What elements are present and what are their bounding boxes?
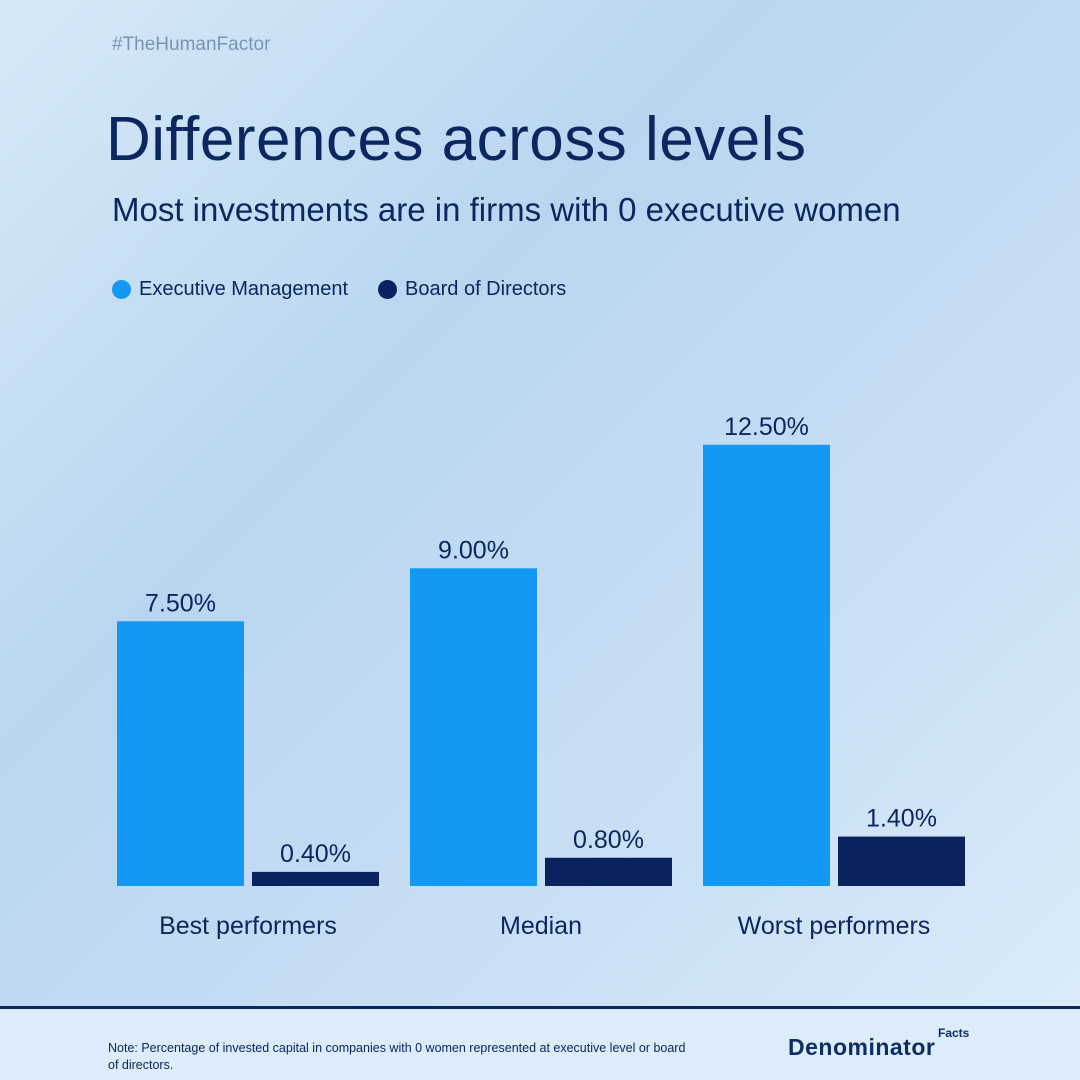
bar-executive-worst-performers xyxy=(703,444,830,886)
bar-executive-best-performers xyxy=(117,621,244,886)
category-label-best-performers: Best performers xyxy=(159,912,337,940)
bar-executive-median xyxy=(410,568,537,886)
footnote: Note: Percentage of invested capital in … xyxy=(108,1041,686,1072)
chart-legend: Executive Management Board of Directors xyxy=(112,278,596,301)
footer xyxy=(0,1009,1080,1080)
page-title: Differences across levels xyxy=(106,105,807,174)
category-label-worst-performers: Worst performers xyxy=(738,912,931,940)
bar-board-best-performers xyxy=(252,871,379,886)
page-subtitle: Most investments are in firms with 0 exe… xyxy=(112,191,901,228)
bar-board-worst-performers xyxy=(838,836,965,886)
data-label-executive-median: 9.00% xyxy=(438,536,509,564)
data-label-board-worst-performers: 1.40% xyxy=(866,805,937,833)
bar-board-median xyxy=(545,857,672,886)
data-label-board-best-performers: 0.40% xyxy=(280,840,351,868)
data-label-board-median: 0.80% xyxy=(573,826,644,854)
brand-logo-superscript: Facts xyxy=(938,1026,970,1040)
bar-chart: 7.50% 0.40% Best performers 9.00% 0.80% Media… xyxy=(117,413,965,940)
brand-logo: Denominator xyxy=(788,1034,936,1060)
footer-divider xyxy=(0,1006,1080,1009)
legend-item-executive: Executive Management xyxy=(112,278,348,301)
legend-label-executive: Executive Management xyxy=(139,278,349,300)
legend-label-board: Board of Directors xyxy=(405,278,567,300)
category-label-median: Median xyxy=(500,912,582,940)
legend-swatch-executive xyxy=(112,280,131,299)
legend-item-board: Board of Directors xyxy=(378,278,566,301)
hashtag: #TheHumanFactor xyxy=(112,34,271,55)
legend-swatch-board xyxy=(378,280,398,299)
data-label-executive-worst-performers: 12.50% xyxy=(724,413,809,441)
data-label-executive-best-performers: 7.50% xyxy=(145,589,216,617)
